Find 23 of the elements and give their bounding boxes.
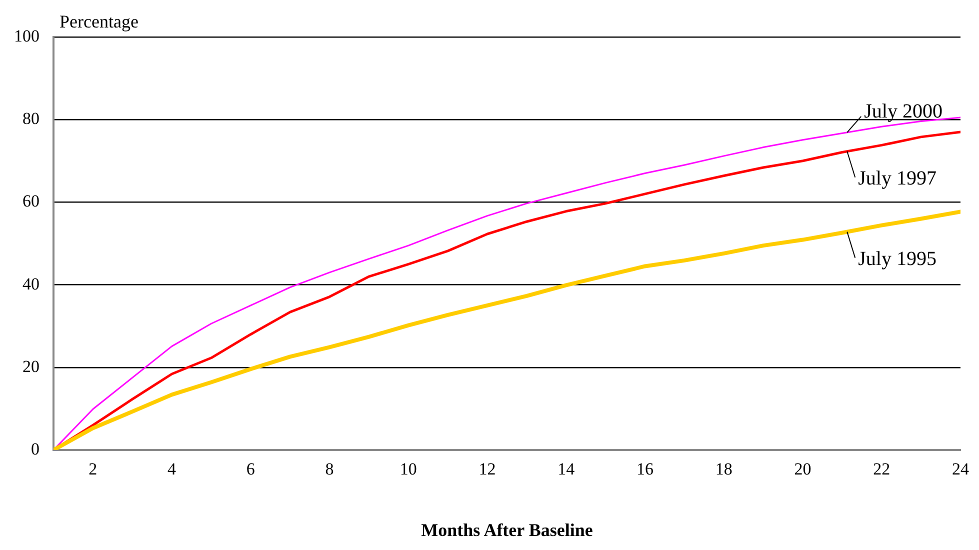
x-axis-title: Months After Baseline xyxy=(421,520,593,540)
y-tick-label: 80 xyxy=(22,109,40,128)
series-label: July 1997 xyxy=(858,168,936,190)
x-tick-label: 18 xyxy=(715,460,732,479)
y-axis-title: Percentage xyxy=(60,12,138,32)
series-label: July 2000 xyxy=(864,100,942,123)
y-tick-label: 0 xyxy=(31,439,40,458)
x-tick-label: 4 xyxy=(168,460,177,479)
y-tick-label: 60 xyxy=(22,192,40,211)
x-tick-label: 6 xyxy=(246,460,255,479)
x-tick-label: 2 xyxy=(88,460,98,479)
x-tick-label: 14 xyxy=(558,460,576,479)
x-tick-label: 24 xyxy=(952,460,970,479)
y-tick-label: 20 xyxy=(22,356,40,376)
series-label: July 1995 xyxy=(858,248,936,270)
x-tick-label: 8 xyxy=(325,460,334,479)
x-tick-label: 10 xyxy=(400,460,417,479)
x-tick-label: 16 xyxy=(636,460,654,479)
y-tick-label: 40 xyxy=(22,274,40,294)
x-tick-label: 22 xyxy=(873,460,890,479)
x-tick-label: 20 xyxy=(794,460,812,479)
y-tick-label: 100 xyxy=(14,26,40,46)
x-tick-label: 12 xyxy=(478,460,496,479)
